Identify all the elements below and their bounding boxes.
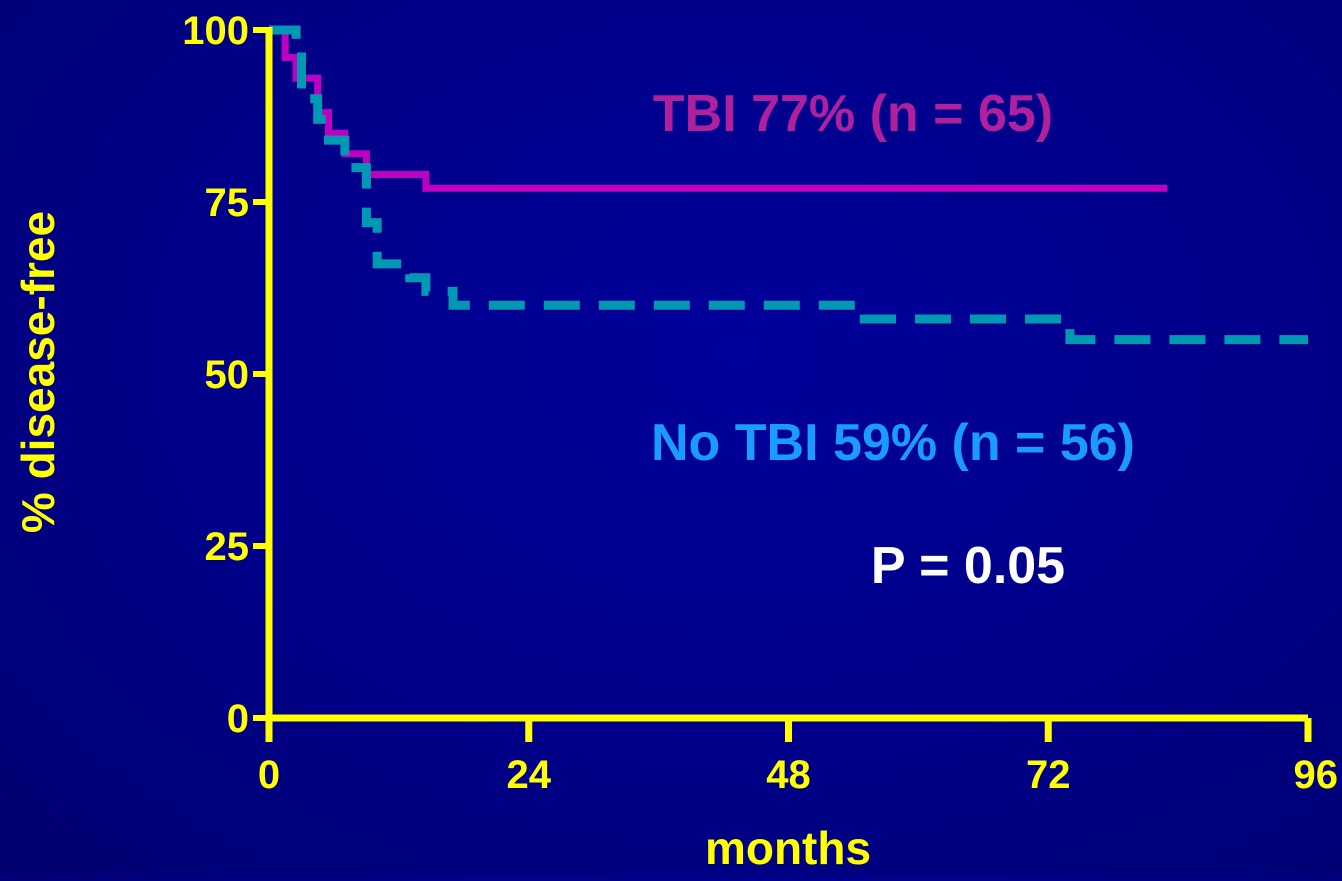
p-value-annotation: P = 0.05 xyxy=(871,537,1065,595)
tbi-annotation: TBI 77% (n = 65) xyxy=(653,85,1053,143)
x-tick-label: 24 xyxy=(507,753,552,797)
x-axis-label: months xyxy=(705,822,871,874)
y-tick-label: 75 xyxy=(205,181,250,225)
x-tick-label: 96 xyxy=(1294,753,1339,797)
y-tick-label: 100 xyxy=(182,9,249,53)
axis-ticks: 0 25 50 75 100 0 24 48 72 96 xyxy=(182,9,1338,797)
x-tick-label: 0 xyxy=(258,753,280,797)
y-tick-label: 50 xyxy=(205,353,250,397)
series-line-no-tbi xyxy=(269,25,1308,345)
x-tick-label: 48 xyxy=(766,753,811,797)
series-line-tbi xyxy=(269,26,1168,192)
y-tick-label: 0 xyxy=(227,697,249,741)
survival-curves xyxy=(269,25,1308,345)
no-tbi-annotation: No TBI 59% (n = 56) xyxy=(651,414,1135,472)
y-tick-label: 25 xyxy=(205,525,250,569)
x-tick-label: 72 xyxy=(1026,753,1071,797)
y-axis-label: % disease-free xyxy=(12,211,64,533)
